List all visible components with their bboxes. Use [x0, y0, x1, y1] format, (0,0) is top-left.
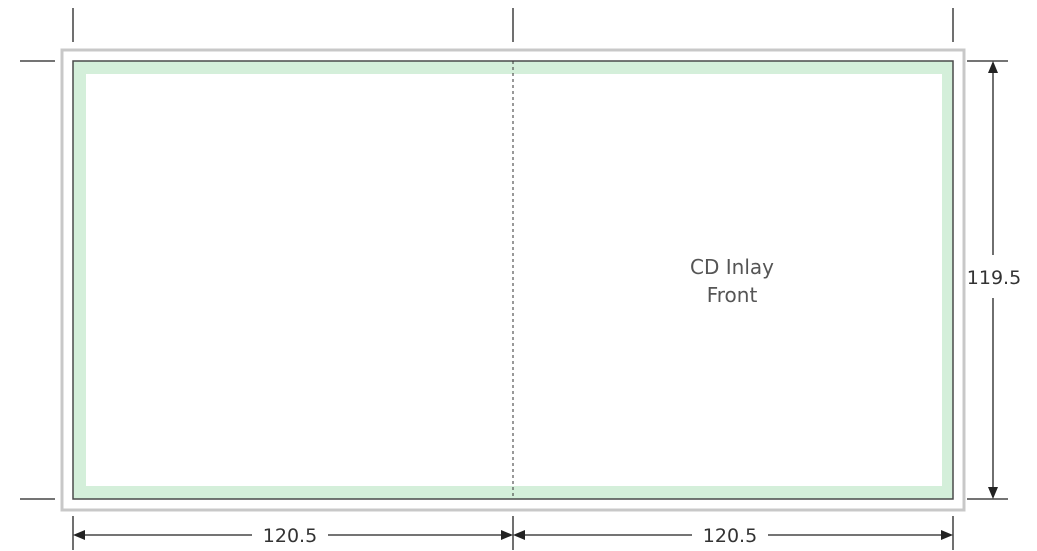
- panel-label-line1: CD Inlay: [690, 255, 774, 279]
- height-dimension: 119.5: [967, 61, 1021, 499]
- right-width-arrow-right-icon: [941, 530, 953, 540]
- right-width-arrow-left-icon: [513, 530, 525, 540]
- height-arrow-up-icon: [988, 61, 998, 73]
- left-width-dimension: 120.5: [73, 525, 513, 547]
- left-width-arrow-left-icon: [73, 530, 85, 540]
- front-panel-label: CD Inlay Front: [690, 255, 774, 307]
- right-width-dimension: 120.5: [513, 525, 953, 547]
- height-dimension-label: 119.5: [967, 267, 1021, 289]
- safe-area: [86, 74, 942, 486]
- left-width-arrow-right-icon: [501, 530, 513, 540]
- panel-label-line2: Front: [707, 283, 758, 307]
- left-width-label: 120.5: [263, 525, 317, 547]
- height-arrow-down-icon: [988, 487, 998, 499]
- right-width-label: 120.5: [703, 525, 757, 547]
